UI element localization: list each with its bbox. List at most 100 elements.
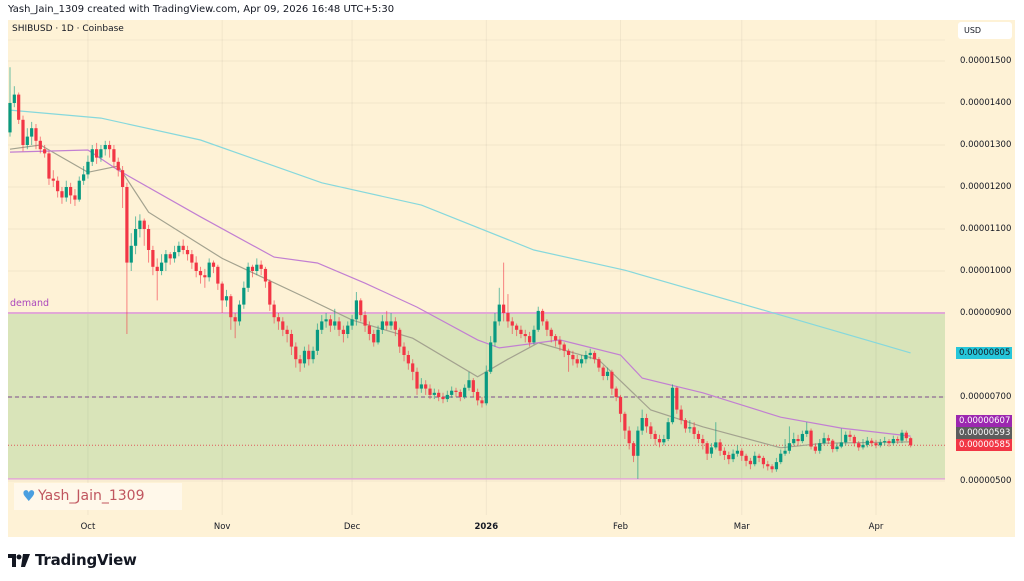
candle-body xyxy=(151,250,155,267)
candle-body xyxy=(476,391,480,401)
candle-body xyxy=(341,329,346,334)
currency-selector[interactable]: USD xyxy=(958,22,1012,39)
candle-body xyxy=(748,460,753,465)
candle-body xyxy=(376,329,380,343)
candle-body xyxy=(220,283,224,301)
candle-body xyxy=(515,325,519,330)
time-tick-label: 2026 xyxy=(474,522,499,532)
candle-body xyxy=(272,304,276,318)
candle-body xyxy=(38,140,42,150)
candle-body xyxy=(653,433,657,439)
price-tick-label: 0.00000900 xyxy=(960,308,1012,318)
candle-body xyxy=(809,430,813,447)
candle-body xyxy=(510,321,514,326)
candle-body xyxy=(185,250,190,255)
candle-body xyxy=(861,444,865,448)
candle-body xyxy=(601,367,605,376)
demand-zone-label: demand xyxy=(10,298,50,309)
candle-body xyxy=(246,266,250,288)
candle-body xyxy=(519,329,523,334)
candle-body xyxy=(95,149,99,158)
candle-body xyxy=(575,359,579,364)
ma-mid-price-label: 0.00000607 xyxy=(956,415,1012,427)
candle-body xyxy=(709,447,714,454)
candle-body xyxy=(770,466,774,470)
candle-body xyxy=(701,439,705,444)
candle-body xyxy=(307,350,311,360)
candle-body xyxy=(558,340,562,345)
candle-body xyxy=(805,430,809,434)
candle-body xyxy=(177,245,181,253)
candle-body xyxy=(259,264,263,269)
candle-body xyxy=(852,436,856,444)
candle-body xyxy=(865,440,869,445)
candle-body xyxy=(566,350,571,355)
candle-body xyxy=(735,450,740,454)
candle-body xyxy=(51,178,55,181)
candle-body xyxy=(159,262,164,271)
candle-body xyxy=(471,380,475,392)
heart-icon: ♥ xyxy=(22,487,36,505)
price-tick-label: 0.00001500 xyxy=(960,56,1012,66)
candle-body xyxy=(385,321,389,326)
candle-body xyxy=(367,325,371,334)
candle-body xyxy=(636,430,640,456)
candle-body xyxy=(64,187,68,198)
candle-body xyxy=(216,266,220,284)
candle-body xyxy=(489,342,493,372)
candle-body xyxy=(207,262,211,278)
candle-body xyxy=(34,128,38,141)
candle-body xyxy=(792,439,796,444)
candle-body xyxy=(125,187,129,263)
candle-body xyxy=(112,149,116,162)
candle-body xyxy=(211,262,216,267)
candle-body xyxy=(506,313,510,322)
candle-body xyxy=(896,439,900,441)
candle-body xyxy=(857,443,861,448)
candle-body xyxy=(432,392,436,395)
candle-body xyxy=(82,174,86,181)
candle-body xyxy=(224,296,229,301)
tradingview-logo[interactable]: TradingView xyxy=(8,550,137,570)
candle-body xyxy=(172,252,177,259)
candle-body xyxy=(255,264,259,271)
last-price-label: 0.00000585 xyxy=(956,439,1012,451)
candle-body xyxy=(722,450,727,455)
candle-body xyxy=(285,329,289,334)
candle-body xyxy=(540,310,545,322)
candle-body xyxy=(657,439,662,443)
candle-body xyxy=(354,300,358,320)
candle-body xyxy=(450,390,454,395)
candle-body xyxy=(458,391,462,397)
candle-body xyxy=(437,392,441,397)
candle-body xyxy=(904,432,908,439)
candle-body xyxy=(627,430,631,444)
candle-body xyxy=(268,281,272,305)
price-tick-label: 0.00001300 xyxy=(960,140,1012,150)
candle-body xyxy=(263,268,268,282)
candle-body xyxy=(372,334,376,343)
candle-body xyxy=(900,432,904,441)
candle-body xyxy=(441,397,445,400)
candle-body xyxy=(714,442,718,448)
candle-body xyxy=(21,119,25,145)
candle-body xyxy=(328,319,333,326)
candle-body xyxy=(536,310,540,330)
candle-body xyxy=(415,371,419,389)
candle-body xyxy=(116,161,120,171)
candle-body xyxy=(766,464,770,467)
candle-body xyxy=(155,266,159,271)
symbol-title[interactable]: SHIBUSD · 1D · Coinbase xyxy=(12,24,124,34)
candle-body xyxy=(428,388,432,395)
candle-body xyxy=(688,427,692,429)
candle-body xyxy=(592,352,597,360)
candle-body xyxy=(813,446,817,451)
candle-body xyxy=(346,325,350,334)
candle-body xyxy=(8,103,12,133)
candle-body xyxy=(229,296,233,318)
candle-body xyxy=(333,321,337,326)
chart-attribution: Yash_Jain_1309 created with TradingView.… xyxy=(8,4,395,15)
time-tick-label: Mar xyxy=(733,522,750,532)
candle-body xyxy=(787,443,791,451)
